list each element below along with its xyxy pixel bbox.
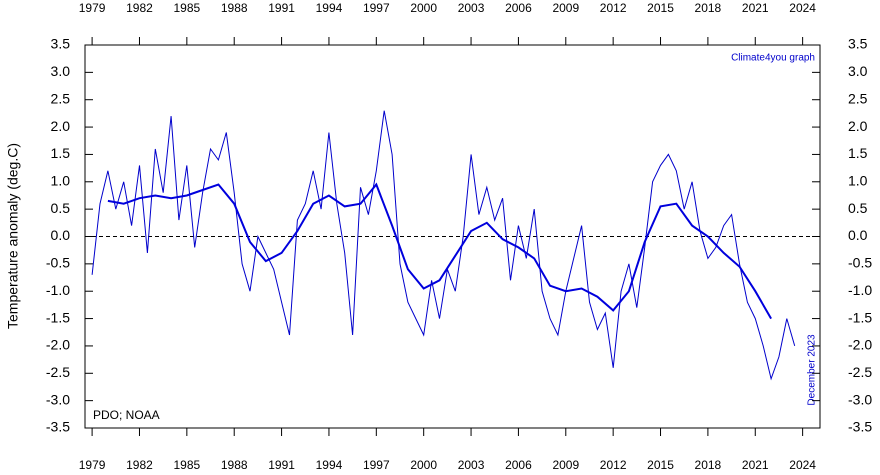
x-tick-label: 1982 [126, 458, 153, 472]
x-tick-label: 1979 [79, 1, 106, 15]
y-tick-label: -1.5 [46, 309, 70, 325]
x-tick-label: 1985 [173, 1, 200, 15]
y-tick-label: -3.5 [848, 419, 872, 435]
y-tick-label: 1.0 [848, 172, 868, 188]
y-tick-label: 0.0 [848, 227, 868, 243]
x-tick-label: 2000 [410, 1, 437, 15]
x-tick-label: 2012 [600, 1, 627, 15]
x-tick-label: 2015 [647, 458, 674, 472]
y-tick-label: -3.0 [848, 391, 872, 407]
x-tick-label: 2003 [458, 1, 485, 15]
y-tick-label: 1.0 [51, 172, 71, 188]
y-tick-label: 0.0 [51, 227, 71, 243]
x-tick-label: 1991 [268, 458, 295, 472]
y-tick-label: 2.5 [848, 90, 868, 106]
y-tick-label: -3.5 [46, 419, 70, 435]
y-tick-label: 3.5 [51, 36, 71, 52]
x-tick-label: 1991 [268, 1, 295, 15]
y-tick-label: 1.5 [51, 145, 71, 161]
x-tick-label: 1982 [126, 1, 153, 15]
x-tick-label: 1994 [316, 1, 343, 15]
x-tick-label: 1988 [221, 1, 248, 15]
y-tick-label: 2.0 [51, 118, 71, 134]
x-tick-label: 2012 [600, 458, 627, 472]
x-tick-label: 2018 [695, 458, 722, 472]
y-tick-label: -1.5 [848, 309, 872, 325]
x-tick-label: 1997 [363, 1, 390, 15]
x-tick-label: 2006 [505, 458, 532, 472]
x-tick-label: 1997 [363, 458, 390, 472]
y-tick-label: 0.5 [848, 200, 868, 216]
data-line [91, 110, 796, 381]
x-tick-label: 2009 [552, 458, 579, 472]
x-tick-label: 2006 [505, 1, 532, 15]
data-line [107, 182, 772, 320]
x-tick-label: 2003 [458, 458, 485, 472]
source-label: PDO; NOAA [93, 408, 160, 422]
x-tick-label: 2024 [789, 458, 816, 472]
y-tick-label: -2.0 [848, 337, 872, 353]
y-tick-label: -0.5 [848, 255, 872, 271]
y-tick-label: 2.5 [51, 90, 71, 106]
x-tick-label: 1988 [221, 458, 248, 472]
y-tick-label: -2.0 [46, 337, 70, 353]
x-tick-label: 2024 [789, 1, 816, 15]
y-tick-label: 3.0 [51, 63, 71, 79]
y-tick-label: 3.0 [848, 63, 868, 79]
y-tick-label: 0.5 [51, 200, 71, 216]
y-tick-label: -2.5 [46, 364, 70, 380]
x-tick-label: 2021 [742, 458, 769, 472]
y-tick-label: -1.0 [848, 282, 872, 298]
x-tick-label: 2015 [647, 1, 674, 15]
credit: Climate4you graph [731, 53, 815, 64]
x-tick-label: 2009 [552, 1, 579, 15]
y-tick-label: -2.5 [848, 364, 872, 380]
x-tick-label: 2000 [410, 458, 437, 472]
y-tick-label: -1.0 [46, 282, 70, 298]
x-tick-label: 1979 [79, 458, 106, 472]
y-tick-label: 3.5 [848, 36, 868, 52]
x-tick-label: 2018 [695, 1, 722, 15]
y-tick-label: 2.0 [848, 118, 868, 134]
y-axis-label: Temperature anomaly (deg.C) [5, 143, 21, 329]
y-tick-label: -0.5 [46, 255, 70, 271]
y-tick-label: -3.0 [46, 391, 70, 407]
x-tick-label: 1994 [316, 458, 343, 472]
x-tick-label: 1985 [173, 458, 200, 472]
y-tick-label: 1.5 [848, 145, 868, 161]
date-label: December 2023 [807, 334, 818, 406]
x-tick-label: 2021 [742, 1, 769, 15]
